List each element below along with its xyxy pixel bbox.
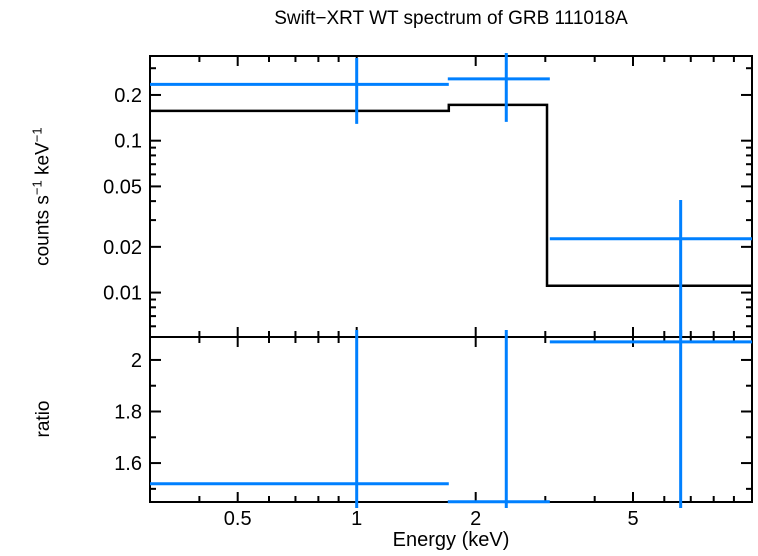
x-axis-label: Energy (keV) <box>392 529 510 551</box>
y-tick-label: 0.05 <box>103 176 142 198</box>
x-tick-label: 2 <box>470 508 481 530</box>
chart-title: Swift−XRT WT spectrum of GRB 111018A <box>274 8 628 29</box>
y-tick-label: 0.1 <box>114 131 142 153</box>
x-tick-label: 0.5 <box>224 508 252 530</box>
ratio-frame <box>149 336 753 503</box>
y-tick-label: 0.2 <box>114 85 142 107</box>
y-tick-label: 0.02 <box>103 237 142 259</box>
x-tick-label: 1 <box>351 508 362 530</box>
y-tick-label: 1.6 <box>114 453 142 475</box>
spectrum-frame <box>149 55 753 338</box>
x-tick-label: 5 <box>627 508 638 530</box>
y-tick-label: 1.8 <box>114 402 142 424</box>
model-step-line <box>150 103 752 287</box>
y-tick-label: 2 <box>131 350 142 372</box>
y-tick-label: 0.01 <box>103 283 142 305</box>
